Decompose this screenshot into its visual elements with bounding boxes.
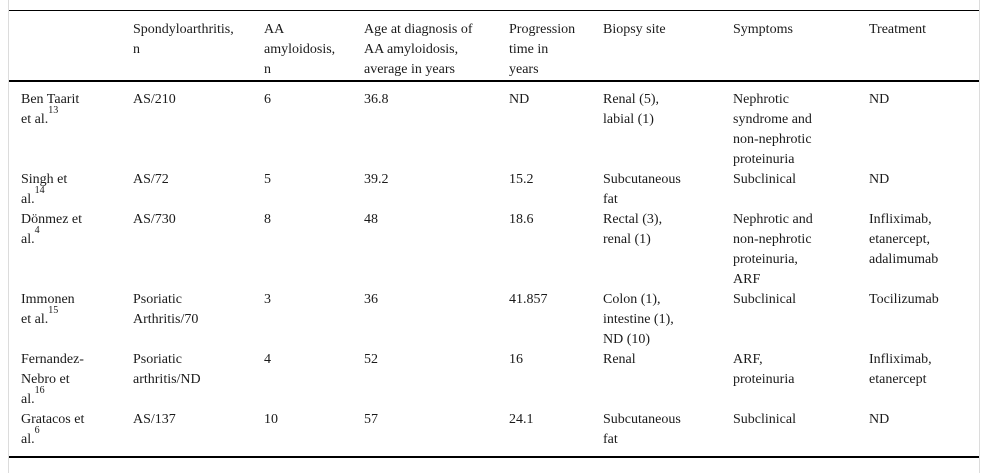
study-name: Gratacos et al. [21, 412, 85, 447]
symptoms-cell: Subclinical [733, 172, 796, 187]
treatment-cell: ND [869, 92, 890, 107]
biopsy-site-cell: Subcutaneous fat [603, 172, 681, 207]
reference-superscript: 13 [48, 105, 59, 117]
col-header-progression-time: Progression time in years [509, 10, 603, 82]
treatment-cell: Infliximab, etanercept [869, 352, 932, 387]
study-table-body: Ben Taarit et al.13 AS/210 6 36.8 ND Renal (5… [9, 81, 979, 458]
study-cell: Immonen et al.15 [9, 290, 133, 350]
table-row: Fernandez- Nebro et al.16 Psoriatic arthr… [9, 350, 979, 410]
symptoms-cell: Subclinical [733, 292, 796, 307]
progression-time-cell: 24.1 [509, 410, 603, 458]
col-header-study [9, 10, 133, 82]
table-row: Gratacos et al.6 AS/137 10 57 24.1 Subcutaneo… [9, 410, 979, 458]
table-row: Immonen et al.15 Psoriatic Arthritis/70 3 3… [9, 290, 979, 350]
table-header-row: Spondyloarthritis, n AA amyloidosis, n A… [9, 10, 979, 82]
study-name: Fernandez- Nebro et al. [21, 352, 84, 407]
reference-superscript: 14 [34, 185, 45, 197]
study-name: Immonen et al. [21, 292, 75, 327]
biopsy-site-cell: Rectal (3), renal (1) [603, 212, 663, 247]
table-row: Singh et al.14 AS/72 5 39.2 15.2 Subcutaneous… [9, 170, 979, 210]
table-row: Dönmez et al.4 AS/730 8 48 18.6 Rectal (3), r… [9, 210, 979, 290]
spondyloarthritis-n-cell: AS/72 [133, 172, 169, 187]
aa-amyloidosis-n-cell: 6 [264, 92, 271, 107]
spondyloarthritis-n-cell: AS/730 [133, 212, 176, 227]
spondyloarthritis-n-cell: AS/210 [133, 92, 176, 107]
spondyloarthritis-n-cell: Psoriatic Arthritis/70 [133, 292, 199, 327]
col-header-treatment: Treatment [869, 10, 979, 82]
biopsy-site-cell: Renal (5), labial (1) [603, 92, 659, 127]
progression-time-cell: 15.2 [509, 172, 534, 187]
age-at-diagnosis-cell: 36.8 [364, 92, 389, 107]
aa-amyloidosis-n-cell: 4 [264, 352, 271, 367]
col-header-spondyloarthritis-n: Spondyloarthritis, n [133, 10, 264, 82]
biopsy-site-cell: Colon (1), intestine (1), ND (10) [603, 292, 674, 347]
treatment-cell: ND [869, 172, 890, 187]
study-name: Ben Taarit et al. [21, 92, 80, 127]
study-name: Singh et al. [21, 172, 68, 207]
amyloidosis-studies-table: Spondyloarthritis, n AA amyloidosis, n A… [9, 10, 979, 458]
treatment-cell: Infliximab, etanercept, adalimumab [869, 212, 939, 267]
age-at-diagnosis-cell: 48 [364, 212, 378, 227]
progression-time-cell: 41.857 [509, 292, 548, 307]
study-cell: Ben Taarit et al.13 [9, 81, 133, 170]
treatment-cell: Tocilizumab [869, 292, 939, 307]
aa-amyloidosis-n-cell: 5 [264, 172, 271, 187]
reference-superscript: 16 [34, 385, 45, 397]
study-cell: Gratacos et al.6 [9, 410, 133, 458]
age-at-diagnosis-cell: 57 [364, 410, 509, 458]
col-header-symptoms: Symptoms [733, 10, 869, 82]
reference-superscript: 4 [34, 225, 40, 237]
col-header-biopsy-site: Biopsy site [603, 10, 733, 82]
paper-table-frame: Spondyloarthritis, n AA amyloidosis, n A… [8, 0, 980, 473]
treatment-cell: ND [869, 410, 979, 458]
age-at-diagnosis-cell: 36 [364, 292, 378, 307]
symptoms-cell: Nephrotic and non-nephrotic proteinuria,… [733, 212, 813, 287]
symptoms-cell: ARF, proteinuria [733, 352, 795, 387]
biopsy-site-cell: Subcutaneous fat [603, 410, 733, 458]
study-cell: Dönmez et al.4 [9, 210, 133, 290]
study-cell: Singh et al.14 [9, 170, 133, 210]
spondyloarthritis-n-cell: AS/137 [133, 410, 264, 458]
progression-time-cell: ND [509, 92, 530, 107]
spondyloarthritis-n-cell: Psoriatic arthritis/ND [133, 352, 201, 387]
symptoms-cell: Subclinical [733, 410, 869, 458]
aa-amyloidosis-n-cell: 8 [264, 212, 271, 227]
aa-amyloidosis-n-cell: 3 [264, 292, 271, 307]
reference-superscript: 15 [48, 305, 59, 317]
study-name: Dönmez et al. [21, 212, 83, 247]
age-at-diagnosis-cell: 52 [364, 352, 378, 367]
age-at-diagnosis-cell: 39.2 [364, 172, 389, 187]
table-row: Ben Taarit et al.13 AS/210 6 36.8 ND Renal (5… [9, 81, 979, 170]
progression-time-cell: 18.6 [509, 212, 534, 227]
study-cell: Fernandez- Nebro et al.16 [9, 350, 133, 410]
col-header-aa-amyloidosis-n: AA amyloidosis, n [264, 10, 364, 82]
progression-time-cell: 16 [509, 352, 523, 367]
reference-superscript: 6 [34, 425, 40, 437]
biopsy-site-cell: Renal [603, 352, 636, 367]
aa-amyloidosis-n-cell: 10 [264, 410, 364, 458]
symptoms-cell: Nephrotic syndrome and non-nephrotic pro… [733, 92, 812, 167]
col-header-age-at-diagnosis: Age at diagnosis of AA amyloidosis, aver… [364, 10, 509, 82]
